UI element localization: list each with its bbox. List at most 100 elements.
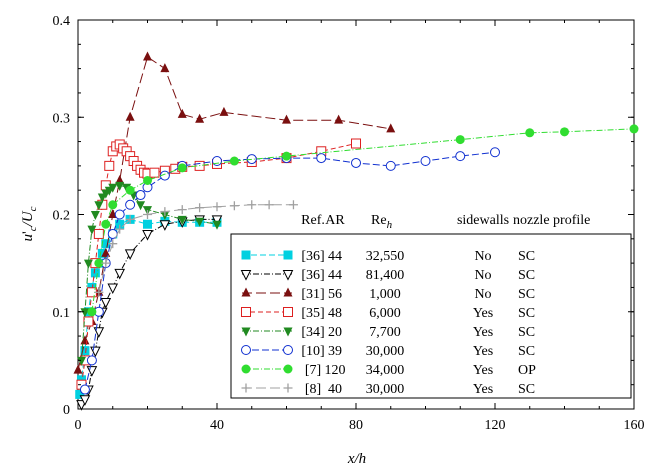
legend-entry-1: [36] 44 81,400 No SC — [240, 268, 535, 283]
data-point — [115, 181, 125, 191]
data-point — [283, 287, 293, 297]
legend-re: 30,000 — [366, 382, 405, 397]
x-tick-label: 0 — [75, 418, 82, 433]
data-point — [94, 258, 104, 268]
legend-ar: 20 — [328, 325, 342, 340]
data-point — [386, 123, 396, 133]
legend-entry-2: [31] 56 1,000 No SC — [241, 287, 535, 302]
legend-sidewalls: Yes — [473, 363, 493, 378]
y-tick-label: 0.3 — [53, 111, 71, 126]
data-point — [195, 217, 205, 227]
legend-ar: 44 — [328, 249, 342, 264]
legend-entry-0: [36] 44 32,550 No SC — [241, 249, 535, 264]
data-point — [283, 364, 293, 374]
data-point — [101, 258, 111, 268]
legend-re: 81,400 — [366, 268, 405, 283]
data-point — [283, 327, 293, 337]
legend-ref: [36] — [301, 268, 324, 283]
series-7 — [94, 200, 298, 297]
data-point — [101, 239, 111, 249]
legend-re: 32,550 — [366, 249, 405, 264]
data-point — [283, 345, 293, 355]
data-point — [159, 220, 171, 231]
data-point — [283, 383, 293, 393]
data-point — [160, 207, 170, 217]
data-point — [177, 205, 187, 215]
legend-nozzle: SC — [518, 306, 535, 321]
data-point — [143, 51, 152, 61]
legend-sidewalls: Yes — [473, 306, 493, 321]
data-point — [219, 106, 229, 116]
x-tick-label: 40 — [210, 418, 224, 433]
legend-box — [230, 233, 632, 399]
data-point — [125, 111, 135, 121]
data-point — [125, 185, 135, 195]
data-point — [490, 147, 500, 158]
data-point — [177, 215, 187, 225]
data-point — [115, 219, 125, 229]
data-point — [177, 163, 187, 173]
data-point — [125, 214, 135, 224]
data-point — [629, 124, 639, 134]
y-tick-label: 0.1 — [53, 306, 71, 321]
legend-sidewalls: Yes — [473, 382, 493, 397]
data-point — [288, 200, 298, 210]
legend-ref: [31] — [301, 287, 324, 302]
data-point — [87, 307, 97, 317]
data-point — [108, 183, 118, 193]
data-point — [79, 384, 90, 395]
legend: Ref. AR Reh sidewalls nozzle profile [36] 44 32… — [230, 213, 632, 399]
series-line — [81, 218, 217, 405]
data-point — [101, 219, 111, 229]
data-point — [351, 138, 361, 149]
data-point — [212, 202, 222, 212]
legend-ref: [36] — [301, 249, 324, 264]
data-point — [241, 287, 251, 297]
data-point — [124, 249, 136, 261]
legend-sidewalls: No — [474, 287, 491, 302]
data-point — [560, 127, 569, 137]
data-point — [125, 199, 136, 210]
data-point — [282, 114, 291, 124]
legend-sidewalls: Yes — [473, 344, 493, 359]
legend-header-sidewalls: sidewalls — [457, 213, 509, 228]
data-point — [177, 108, 187, 118]
data-point — [143, 175, 152, 185]
data-point — [94, 287, 104, 297]
legend-header-ref: Ref. — [301, 213, 325, 228]
data-point — [283, 250, 293, 260]
data-point — [247, 200, 257, 210]
data-point — [87, 225, 97, 235]
data-point — [75, 389, 85, 399]
data-point — [229, 201, 239, 211]
legend-sidewalls: No — [474, 268, 491, 283]
data-point — [104, 160, 115, 171]
data-point — [79, 395, 91, 406]
y-tick-label: 0.2 — [53, 209, 71, 224]
data-point — [241, 250, 251, 260]
legend-ref: [34] — [301, 325, 324, 340]
data-point — [94, 201, 104, 211]
legend-header-ar: AR — [325, 213, 345, 228]
data-point — [108, 239, 118, 249]
legend-nozzle: SC — [518, 325, 535, 340]
data-point — [107, 283, 119, 295]
data-point — [135, 190, 146, 201]
data-point — [83, 316, 94, 327]
series-6 — [87, 124, 639, 317]
data-point — [282, 151, 291, 161]
legend-header-re: Reh — [371, 213, 393, 231]
data-point — [351, 157, 361, 168]
data-point — [241, 345, 251, 355]
legend-nozzle: SC — [518, 344, 535, 359]
data-point — [93, 228, 104, 239]
data-point — [212, 220, 222, 230]
legend-entry-4: [34] 20 7,700 Yes SC — [241, 325, 535, 340]
legend-entry-3: [35] 48 6,000 Yes SC — [241, 306, 535, 321]
data-point — [143, 219, 152, 229]
data-point — [195, 203, 205, 213]
series-line — [84, 151, 496, 390]
y-tick-label: 0 — [63, 403, 70, 418]
data-point — [455, 135, 465, 145]
